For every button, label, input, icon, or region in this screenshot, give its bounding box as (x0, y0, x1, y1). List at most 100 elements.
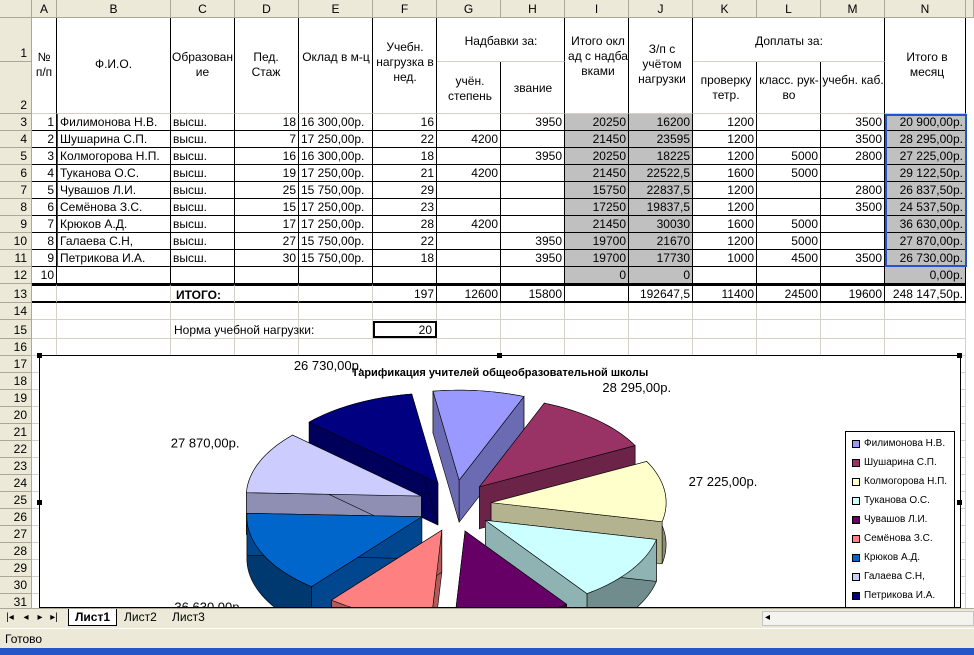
row-header[interactable]: 27 (0, 526, 32, 543)
table-cell[interactable]: 27 870,00р. (885, 233, 966, 250)
chart-handle[interactable] (497, 353, 502, 358)
table-cell[interactable]: 5000 (757, 233, 821, 250)
table-cell[interactable]: 22 (373, 131, 437, 148)
table-cell[interactable]: 1200 (693, 114, 757, 131)
table-cell[interactable]: 1200 (693, 233, 757, 250)
table-cell[interactable] (437, 233, 501, 250)
table-cell[interactable]: 19 (235, 165, 299, 182)
table-cell[interactable]: 19700 (565, 250, 629, 267)
row-header[interactable]: 2 (0, 62, 32, 114)
table-cell[interactable]: 1200 (693, 131, 757, 148)
cell[interactable] (757, 303, 821, 320)
table-cell[interactable] (437, 199, 501, 216)
table-cell[interactable]: 15 750,00р. (299, 233, 373, 250)
header-cell[interactable] (437, 62, 501, 114)
cell[interactable] (171, 303, 235, 320)
table-cell[interactable]: 1600 (693, 165, 757, 182)
table-cell[interactable]: 21450 (565, 216, 629, 233)
row-header[interactable]: 5 (0, 148, 32, 165)
column-header[interactable]: C (171, 0, 235, 18)
table-cell[interactable]: высш. (171, 233, 235, 250)
table-cell[interactable]: 15 (235, 199, 299, 216)
table-cell[interactable]: 3500 (821, 114, 885, 131)
table-cell[interactable]: 4500 (757, 250, 821, 267)
row-header[interactable]: 18 (0, 373, 32, 390)
header-cell[interactable] (821, 62, 885, 114)
totals-cell[interactable]: 248 147,50р. (885, 284, 966, 303)
table-cell[interactable] (373, 267, 437, 284)
row-header[interactable]: 12 (0, 267, 32, 284)
tab-sheet1[interactable]: Лист1 (68, 609, 118, 626)
table-cell[interactable]: 3950 (501, 114, 565, 131)
table-cell[interactable] (501, 199, 565, 216)
header-cell[interactable] (32, 18, 57, 114)
table-cell[interactable]: 22522,5 (629, 165, 693, 182)
row-header[interactable]: 10 (0, 233, 32, 250)
cell[interactable] (757, 339, 821, 356)
table-cell[interactable]: 8 (32, 233, 57, 250)
table-cell[interactable]: 21450 (565, 131, 629, 148)
cell[interactable] (885, 303, 966, 320)
table-cell[interactable] (501, 182, 565, 199)
cell[interactable] (299, 303, 373, 320)
cell[interactable] (171, 339, 235, 356)
table-cell[interactable]: Шушарина С.П. (57, 131, 171, 148)
table-cell[interactable]: 3500 (821, 250, 885, 267)
table-cell[interactable]: 0 (629, 267, 693, 284)
header-cell[interactable] (373, 18, 437, 114)
table-cell[interactable] (437, 182, 501, 199)
row-header[interactable]: 29 (0, 560, 32, 577)
table-cell[interactable]: 21670 (629, 233, 693, 250)
cell[interactable] (501, 303, 565, 320)
header-cell[interactable] (629, 18, 693, 114)
row-header[interactable]: 9 (0, 216, 32, 233)
table-cell[interactable]: 1600 (693, 216, 757, 233)
cell[interactable] (885, 320, 966, 339)
table-cell[interactable]: 0,00р. (885, 267, 966, 284)
table-cell[interactable]: 28 295,00р. (885, 131, 966, 148)
row-header[interactable]: 26 (0, 509, 32, 526)
row-header[interactable]: 14 (0, 303, 32, 320)
table-cell[interactable]: 2800 (821, 182, 885, 199)
header-cell[interactable] (299, 18, 373, 114)
table-cell[interactable]: 16 (373, 114, 437, 131)
table-cell[interactable]: 29 122,50р. (885, 165, 966, 182)
totals-cell[interactable] (235, 284, 299, 303)
header-cell[interactable] (57, 18, 171, 114)
row-header[interactable]: 8 (0, 199, 32, 216)
last-sheet-icon[interactable]: ▸| (50, 612, 58, 623)
table-cell[interactable]: 5 (32, 182, 57, 199)
table-cell[interactable] (299, 267, 373, 284)
table-cell[interactable] (821, 165, 885, 182)
table-cell[interactable]: Филимонова Н.В. (57, 114, 171, 131)
chart-handle[interactable] (957, 353, 962, 358)
row-header[interactable]: 7 (0, 182, 32, 199)
column-header[interactable]: J (629, 0, 693, 18)
table-cell[interactable]: 3 (32, 148, 57, 165)
row-header[interactable]: 23 (0, 458, 32, 475)
table-cell[interactable]: 1000 (693, 250, 757, 267)
table-cell[interactable]: 20250 (565, 114, 629, 131)
table-cell[interactable] (821, 267, 885, 284)
cell[interactable] (629, 339, 693, 356)
cell[interactable] (501, 339, 565, 356)
row-header[interactable]: 6 (0, 165, 32, 182)
table-cell[interactable]: 17250 (565, 199, 629, 216)
totals-cell[interactable]: 15800 (501, 284, 565, 303)
table-cell[interactable] (501, 267, 565, 284)
table-cell[interactable] (437, 250, 501, 267)
table-cell[interactable] (501, 165, 565, 182)
table-cell[interactable] (757, 267, 821, 284)
row-header[interactable]: 22 (0, 441, 32, 458)
table-cell[interactable]: 17 250,00р. (299, 165, 373, 182)
totals-cell[interactable]: 24500 (757, 284, 821, 303)
table-cell[interactable]: 6 (32, 199, 57, 216)
table-cell[interactable]: 21 (373, 165, 437, 182)
column-header[interactable]: H (501, 0, 565, 18)
cell[interactable] (437, 339, 501, 356)
table-cell[interactable]: 16 (235, 148, 299, 165)
cell[interactable] (57, 339, 171, 356)
cell[interactable] (57, 320, 171, 339)
table-cell[interactable]: высш. (171, 199, 235, 216)
table-cell[interactable]: 4200 (437, 216, 501, 233)
